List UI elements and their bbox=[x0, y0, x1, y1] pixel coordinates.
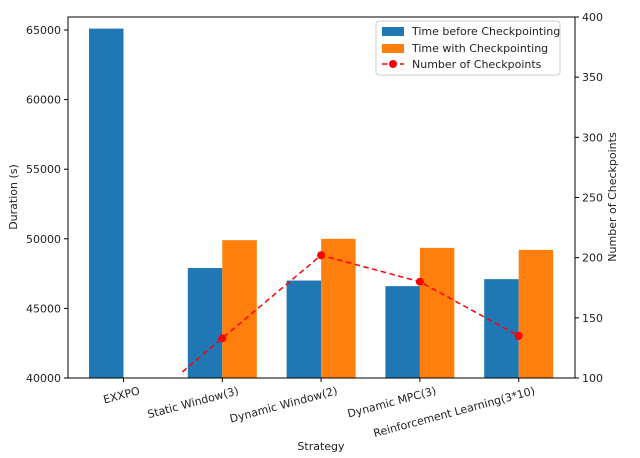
checkpoints-point-1 bbox=[317, 251, 326, 260]
x-tick-label: Static Window(3) bbox=[146, 384, 240, 421]
legend-swatch-1 bbox=[382, 44, 404, 53]
bar-with-1 bbox=[222, 240, 257, 378]
y2-tick-label: 250 bbox=[582, 192, 603, 205]
bar-before-1 bbox=[187, 268, 223, 378]
checkpoints-point-2 bbox=[415, 277, 424, 286]
y2-tick-label: 350 bbox=[582, 71, 603, 84]
bar-before-0 bbox=[89, 28, 124, 378]
y-tick-label: 40000 bbox=[26, 372, 61, 385]
bar-with-3 bbox=[419, 247, 455, 378]
y-tick-label: 60000 bbox=[26, 94, 61, 107]
x-axis: EXXPO Static Window(3)Dynamic Window(2) Dy… bbox=[102, 378, 536, 440]
y-axis: 40000 45000 50000 55000 60000 65000 bbox=[26, 24, 68, 385]
bar-with-2 bbox=[321, 238, 356, 378]
x-tick-label: Dynamic Window(2) bbox=[228, 384, 339, 425]
y-tick-label: 55000 bbox=[26, 163, 61, 176]
legend: Time before Checkpointing Time with Check… bbox=[375, 20, 561, 76]
y2-tick-label: 100 bbox=[582, 372, 603, 385]
y2-tick-label: 150 bbox=[582, 312, 603, 325]
checkpoints-point-3 bbox=[514, 331, 523, 340]
checkpoints-point-0 bbox=[218, 334, 227, 343]
y-tick-label: 45000 bbox=[26, 302, 61, 315]
legend-label-0: Time before Checkpointing bbox=[411, 25, 560, 38]
y2-axis-title: Number of Checkpoints bbox=[606, 132, 619, 262]
y2-tick-label: 200 bbox=[582, 252, 603, 265]
legend-label-2: Number of Checkpoints bbox=[412, 58, 542, 71]
bar-with-4 bbox=[518, 249, 554, 378]
x-tick-label: Reinforcement Learning(3*10) bbox=[372, 384, 536, 440]
y2-tick-label: 300 bbox=[582, 131, 603, 144]
line-layer bbox=[181, 251, 523, 373]
x-axis-title: Strategy bbox=[297, 440, 345, 453]
bars-layer bbox=[89, 28, 554, 378]
legend-box bbox=[375, 20, 561, 76]
bar-before-3 bbox=[385, 286, 420, 378]
y-tick-label: 65000 bbox=[26, 24, 61, 37]
legend-label-1: Time with Checkpointing bbox=[411, 42, 548, 55]
y-axis-title: Duration (s) bbox=[7, 164, 20, 230]
legend-swatch-0 bbox=[382, 27, 404, 36]
x-tick-label: EXXPO bbox=[102, 384, 142, 406]
y-tick-label: 50000 bbox=[26, 233, 61, 246]
y2-axis: 100 150 200 250 300 350 400 bbox=[575, 11, 603, 385]
y2-tick-label: 400 bbox=[582, 11, 603, 24]
bar-before-4 bbox=[484, 279, 519, 378]
legend-dot bbox=[389, 60, 397, 68]
bar-before-2 bbox=[286, 280, 322, 378]
